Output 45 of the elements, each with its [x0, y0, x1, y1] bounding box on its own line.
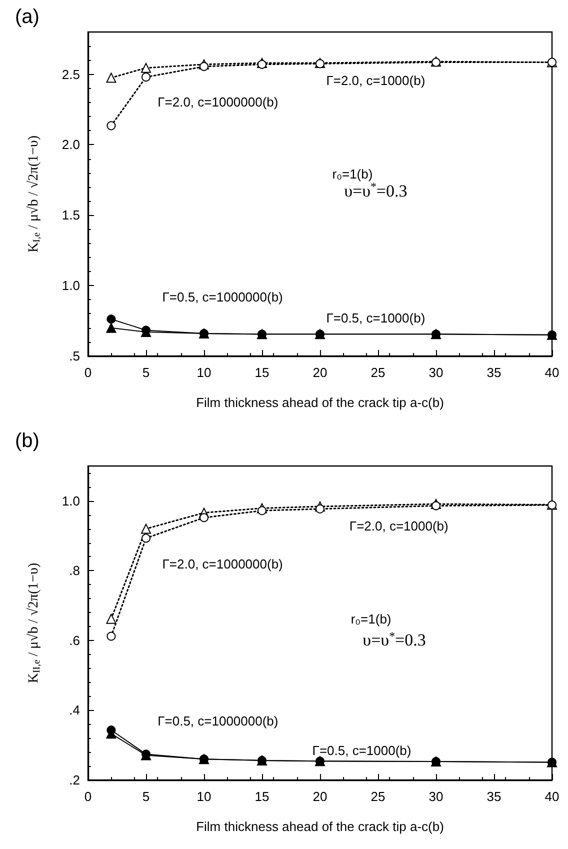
y-tick-label: 1.5 [62, 208, 80, 223]
y-tick-label: .6 [69, 632, 80, 648]
annotation: Γ=0.5, c=1000000(b) [158, 713, 278, 728]
y-axis-title: KI,e / μ√b / √2π(1−υ) [26, 135, 42, 253]
x-tick-label: 10 [196, 789, 212, 804]
annotation: υ=υ*=0.3 [362, 628, 426, 650]
chart-title: (b) [15, 430, 40, 452]
annotation: Γ=2.0, c=1000000(b) [158, 94, 278, 110]
annotation: Γ=2.0, c=1000(b) [349, 518, 448, 534]
x-axis-title: Film thickness ahead of the crack tip a-c(b) [196, 819, 444, 834]
y-tick-label: .5 [69, 348, 80, 364]
y-tick-label: .4 [69, 702, 80, 718]
annotation: Γ=0.5, c=1000000(b) [162, 289, 283, 304]
x-tick-label: 40 [544, 365, 560, 380]
x-tick-label: 10 [196, 365, 212, 380]
x-tick-label: 5 [142, 789, 150, 804]
x-tick-label: 5 [142, 365, 150, 380]
y-tick-label: 2.5 [62, 66, 80, 82]
x-tick-label: 0 [84, 365, 92, 380]
x-tick-label: 15 [254, 789, 270, 804]
chart-title: (a) [15, 6, 40, 28]
x-tick-label: 25 [370, 789, 386, 804]
annotation: Γ=2.0, c=1000000(b) [162, 556, 283, 572]
y-tick-label: 2.0 [62, 137, 80, 152]
y-tick-label: 1.0 [62, 278, 80, 294]
x-tick-label: 35 [486, 365, 502, 380]
annotation: r₀=1(b) [350, 612, 392, 627]
y-tick-label: 1.0 [62, 493, 80, 508]
x-tick-label: 25 [370, 365, 386, 380]
x-tick-label: 35 [486, 789, 502, 804]
annotation: Γ=0.5, c=1000(b) [326, 310, 426, 326]
x-axis-title: Film thickness ahead of the crack tip a-c(b) [196, 395, 444, 410]
x-tick-label: 40 [544, 789, 560, 804]
x-tick-label: 30 [428, 365, 444, 380]
annotation: Γ=2.0, c=1000(b) [326, 73, 426, 88]
x-tick-label: 30 [428, 789, 444, 804]
y-axis-title: KII,e / μ√b / √2π(1−υ) [26, 562, 42, 684]
y-tick-label: .8 [69, 563, 80, 578]
x-tick-label: 0 [84, 789, 92, 804]
annotation: Γ=0.5, c=1000(b) [312, 742, 412, 758]
annotation: r₀=1(b) [332, 166, 373, 182]
x-tick-label: 20 [312, 789, 328, 804]
x-tick-label: 20 [312, 365, 328, 380]
y-tick-label: .2 [69, 772, 80, 788]
x-tick-label: 15 [254, 365, 270, 380]
